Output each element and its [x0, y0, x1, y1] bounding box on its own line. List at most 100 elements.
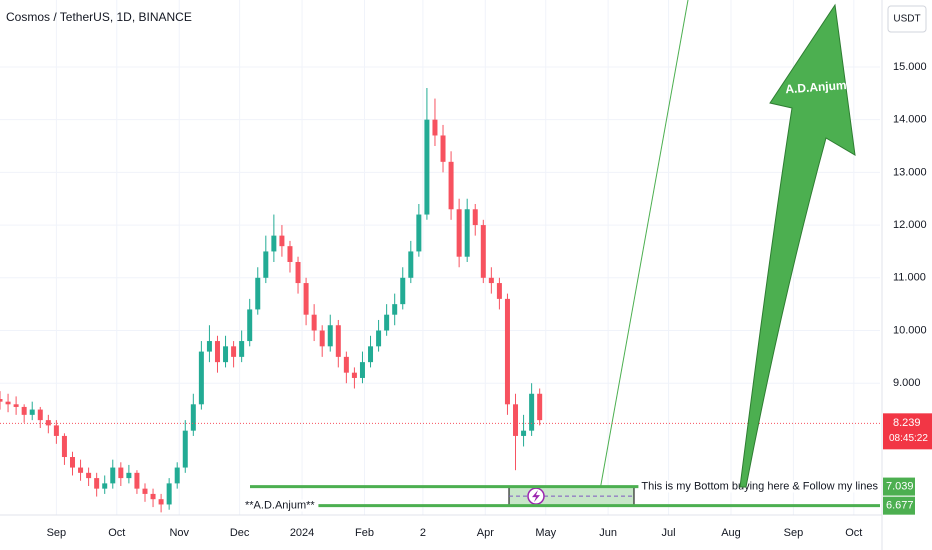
x-tick-label: Jul — [662, 527, 676, 539]
level-badge — [883, 496, 915, 515]
candle-body — [271, 235, 277, 252]
candle-body — [134, 472, 140, 489]
candle-body — [206, 341, 212, 352]
note-background — [638, 480, 882, 493]
candle-body — [174, 467, 180, 484]
currency-button[interactable] — [887, 5, 927, 33]
candle-body — [424, 119, 430, 215]
candle-body — [214, 341, 220, 363]
candle-body — [94, 478, 100, 489]
x-tick-label: Sep — [47, 527, 67, 539]
candle-body — [29, 409, 35, 415]
candle-body — [0, 399, 3, 402]
x-tick-label: Aug — [721, 527, 741, 539]
y-tick-label: 14.000 — [893, 114, 927, 126]
candle-body — [521, 430, 527, 436]
level-label: 7.039 — [886, 480, 914, 492]
x-tick-label: Feb — [355, 527, 374, 539]
candle-body — [110, 467, 116, 484]
candle-body — [513, 404, 519, 436]
candle-body — [311, 314, 317, 331]
candle-body — [69, 457, 75, 468]
candle-body — [231, 346, 237, 357]
candle-body — [464, 209, 470, 257]
candle-body — [239, 341, 245, 357]
candle-body — [448, 161, 454, 210]
level-label: 6.677 — [886, 500, 914, 512]
candle-body — [45, 420, 51, 426]
currency[interactable]: USDT — [893, 14, 920, 25]
candle-body — [61, 435, 67, 458]
y-tick-label: 12.000 — [893, 219, 927, 231]
x-tick-label: Oct — [108, 527, 125, 539]
candle-body — [150, 493, 156, 500]
candle-body — [5, 401, 11, 405]
candle-body — [279, 235, 285, 247]
chart-title: Cosmos / TetherUS, 1D, BINANCE — [6, 10, 192, 24]
candle-body — [504, 298, 510, 405]
candle-body — [223, 346, 229, 363]
candle-body — [126, 472, 132, 479]
candle-body — [456, 209, 462, 257]
x-tick-label: Dec — [230, 527, 250, 539]
candle-body — [432, 119, 438, 136]
candle-body — [263, 251, 269, 278]
arrow — [739, 3, 856, 488]
candle-body — [416, 214, 422, 252]
candle-body — [408, 251, 414, 278]
candle-body — [190, 404, 196, 431]
arrow-text: A.D.Anjum — [785, 78, 847, 96]
x-tick-label: Sep — [784, 527, 804, 539]
candle-body — [182, 430, 188, 468]
last-price-label: 8.239 — [893, 417, 921, 429]
x-tick-label: Oct — [845, 527, 862, 539]
candle-body — [335, 325, 341, 357]
trend-line — [599, 0, 689, 491]
x-tick-label: Nov — [169, 527, 189, 539]
candle-body — [327, 325, 333, 347]
countdown: 08:45:22 — [889, 433, 928, 444]
candle-body — [480, 225, 486, 278]
candle-body — [142, 488, 148, 494]
y-tick-label: 11.000 — [893, 272, 926, 284]
candle-body — [78, 467, 84, 473]
candle-body — [496, 283, 502, 299]
candle-body — [529, 393, 535, 431]
candle-body — [359, 362, 365, 378]
candle-body — [198, 351, 204, 405]
candle-body — [488, 277, 494, 284]
note-background — [242, 499, 319, 512]
y-tick-label: 13.000 — [893, 166, 927, 178]
last-price-badge — [883, 413, 932, 450]
candle-body — [392, 304, 398, 315]
y-tick-label: 9.000 — [893, 377, 921, 389]
candle-body — [13, 404, 19, 407]
candle-body — [400, 277, 406, 305]
candle-body — [351, 372, 357, 378]
candle-body — [343, 356, 349, 373]
y-tick-label: 10.000 — [893, 324, 927, 336]
candle-body — [53, 425, 59, 436]
candle-body — [384, 314, 390, 331]
candle-body — [102, 483, 108, 489]
candle-body — [118, 467, 124, 479]
candle-body — [368, 346, 374, 363]
y-tick-label: 15.000 — [893, 61, 927, 73]
candle-body — [37, 409, 43, 421]
candle-body — [86, 472, 92, 479]
x-tick-label: May — [535, 527, 556, 539]
level-badge — [883, 477, 915, 496]
level-note: This is my Bottom buying here & Follow m… — [641, 480, 878, 492]
candle-body — [537, 393, 543, 421]
candle-body — [472, 209, 478, 226]
candle-body — [303, 283, 309, 315]
candle-body — [255, 277, 261, 310]
candle-body — [21, 406, 27, 415]
candle-body — [440, 135, 446, 162]
candle-body — [319, 330, 325, 347]
candle-body — [287, 246, 293, 262]
alert-bolt — [532, 490, 540, 503]
level-note: **A.D.Anjum** — [245, 500, 315, 512]
x-tick-label: Jun — [599, 527, 617, 539]
